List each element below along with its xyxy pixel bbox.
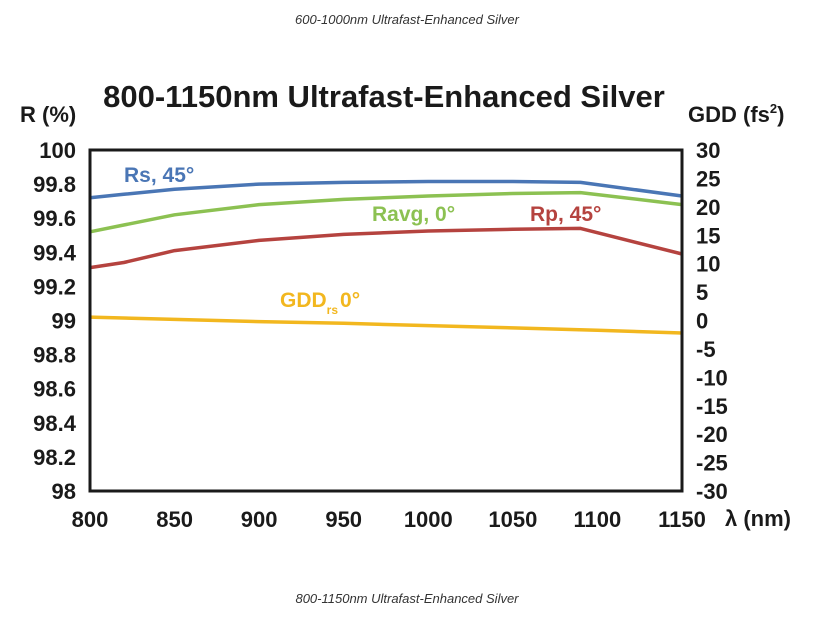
series-line-3	[89, 315, 683, 335]
x-tick-label: 1050	[488, 507, 537, 532]
series-label-gdd-rs-0: GDDrs0°	[280, 289, 360, 317]
y-left-tick-label: 98.2	[33, 445, 76, 470]
y-right-tick-label: 10	[696, 252, 720, 277]
x-tick-label: 850	[156, 507, 193, 532]
y-left-tick-label: 98.6	[33, 377, 76, 402]
ticks-layer: 800 850 900 950 1000 1050 1100 115010099.899.69…	[33, 138, 728, 532]
x-tick-label: 800	[72, 507, 109, 532]
gdd-label-main: GDD	[280, 289, 327, 312]
x-axis-label: λ (nm)	[725, 506, 791, 531]
y-left-tick-label: 98	[52, 479, 76, 504]
y-right-tick-label: 30	[696, 138, 720, 163]
series-label-rs-45: Rs, 45°	[124, 164, 194, 187]
x-tick-label: 1150	[658, 507, 706, 532]
gdd-label-tail: 0°	[340, 289, 360, 312]
series-line-1	[89, 190, 683, 234]
y-axis-right-label-close: )	[777, 102, 784, 127]
y-right-tick-label: -15	[696, 394, 728, 419]
chart-title: 800-1150nm Ultrafast-Enhanced Silver	[103, 79, 665, 114]
y-left-tick-label: 99.8	[33, 172, 76, 197]
y-right-tick-label: 5	[696, 280, 708, 305]
x-tick-label: 1000	[404, 507, 453, 532]
y-right-tick-label: -30	[696, 479, 728, 504]
caption-top: 600-1000nm Ultrafast-Enhanced Silver	[294, 12, 519, 27]
y-left-tick-label: 98.8	[33, 343, 76, 368]
y-left-tick-label: 100	[39, 138, 76, 163]
series-layer	[89, 179, 683, 335]
y-left-tick-label: 99.4	[33, 240, 77, 265]
series-labels: Rs, 45° Ravg, 0° Rp, 45° GDDrs0°	[124, 164, 601, 317]
y-right-tick-label: 0	[696, 309, 708, 334]
series-label-rp-45: Rp, 45°	[530, 203, 601, 226]
caption-bottom: 800-1150nm Ultrafast-Enhanced Silver	[295, 591, 519, 606]
y-axis-right-label: GDD (fs2)	[688, 101, 784, 127]
y-right-tick-label: -5	[696, 337, 716, 362]
y-right-tick-label: -25	[696, 451, 728, 476]
y-right-tick-label: -20	[696, 422, 728, 447]
y-left-tick-label: 99.2	[33, 274, 76, 299]
y-axis-right-label-base: GDD (fs	[688, 102, 770, 127]
x-tick-label: 1100	[574, 507, 622, 532]
y-right-tick-label: 25	[696, 166, 720, 191]
y-left-tick-label: 98.4	[33, 411, 77, 436]
x-tick-label: 900	[241, 507, 278, 532]
series-line-0	[89, 179, 683, 200]
y-right-tick-label: -10	[696, 365, 728, 390]
y-right-tick-label: 20	[696, 195, 720, 220]
y-right-tick-label: 15	[696, 223, 720, 248]
series-line-2	[89, 226, 683, 270]
series-label-ravg-0: Ravg, 0°	[372, 203, 455, 226]
y-left-tick-label: 99	[52, 309, 76, 334]
gdd-label-sub: rs	[327, 303, 339, 317]
y-left-tick-label: 99.6	[33, 206, 76, 231]
x-tick-label: 950	[325, 507, 362, 532]
y-axis-left-label: R (%)	[20, 102, 76, 127]
plot-frame	[88, 148, 684, 493]
y-axis-right-label-sup: 2	[770, 101, 777, 116]
